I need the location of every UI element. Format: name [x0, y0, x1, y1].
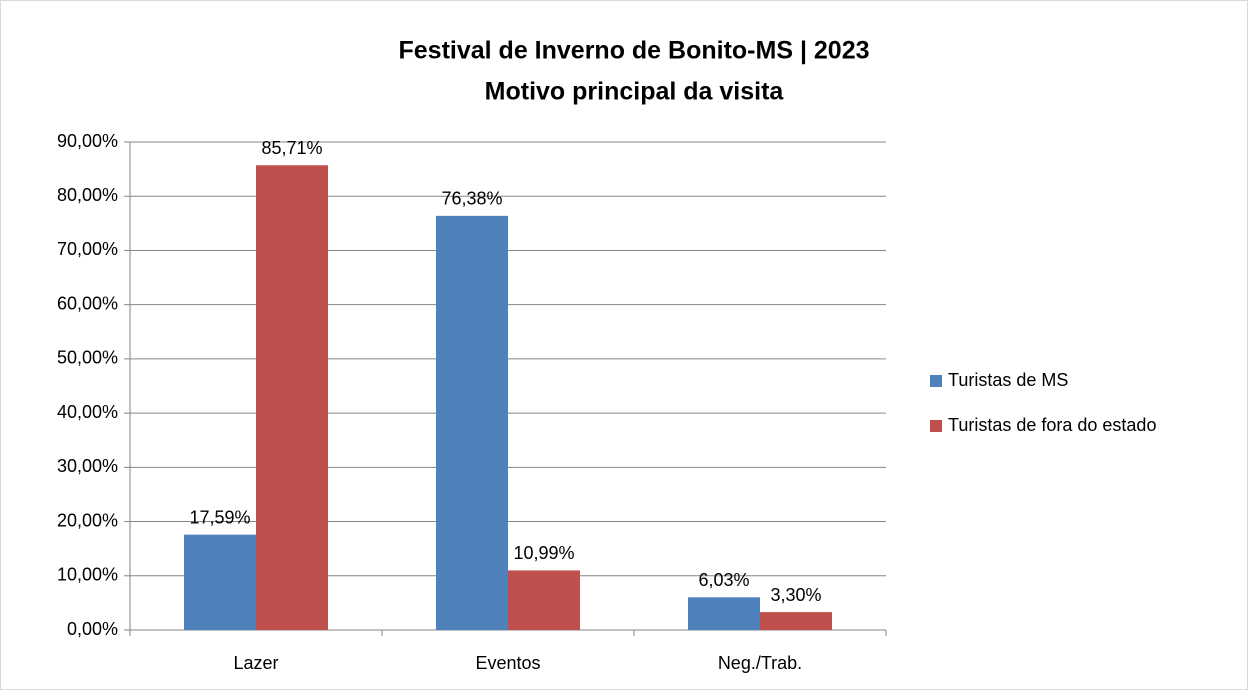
y-tick-label: 70,00%: [57, 239, 118, 259]
value-label: 85,71%: [261, 138, 322, 158]
bar: [508, 570, 580, 630]
y-tick-label: 40,00%: [57, 402, 118, 422]
bar: [184, 534, 256, 630]
bar: [256, 165, 328, 630]
x-tick-label: Eventos: [475, 653, 540, 673]
legend-label: Turistas de MS: [948, 370, 1068, 390]
bar: [688, 597, 760, 630]
y-tick-label: 60,00%: [57, 293, 118, 313]
value-label: 3,30%: [770, 585, 821, 605]
y-tick-label: 0,00%: [67, 619, 118, 639]
x-tick-label: Neg./Trab.: [718, 653, 802, 673]
value-label: 76,38%: [441, 189, 502, 209]
legend-swatch: [930, 375, 942, 387]
y-tick-label: 90,00%: [57, 131, 118, 151]
chart-title: Festival de Inverno de Bonito-MS | 2023: [399, 37, 870, 65]
y-tick-label: 20,00%: [57, 510, 118, 530]
chart-subtitle: Motivo principal da visita: [485, 78, 785, 106]
y-tick-label: 80,00%: [57, 185, 118, 205]
value-label: 17,59%: [189, 507, 250, 527]
bar: [436, 215, 508, 631]
legend-swatch: [930, 420, 942, 432]
legend-label: Turistas de fora do estado: [948, 415, 1156, 435]
y-tick-label: 50,00%: [57, 348, 118, 368]
x-tick-label: Lazer: [233, 653, 278, 673]
y-tick-label: 30,00%: [57, 456, 118, 476]
value-label: 6,03%: [698, 570, 749, 590]
value-label: 10,99%: [513, 543, 574, 563]
bar: [760, 612, 832, 630]
y-tick-label: 10,00%: [57, 565, 118, 585]
